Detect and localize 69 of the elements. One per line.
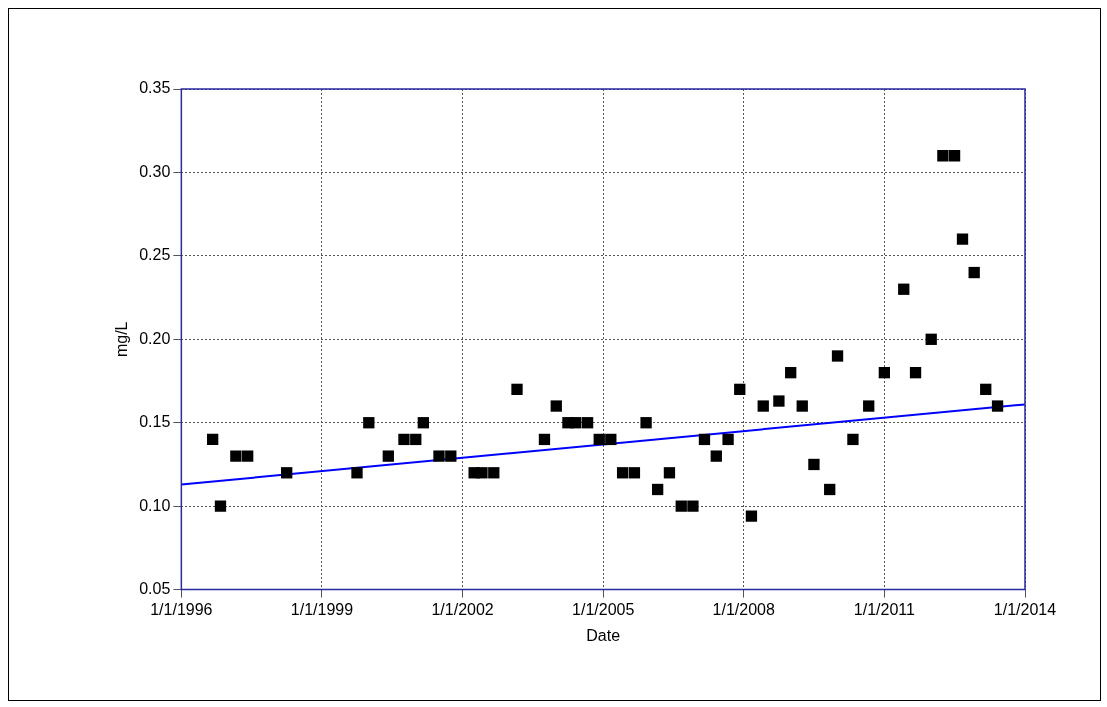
point xyxy=(550,400,562,412)
point xyxy=(640,417,652,429)
point xyxy=(734,383,746,396)
point xyxy=(968,266,980,279)
point xyxy=(878,367,891,379)
point xyxy=(948,150,961,162)
point xyxy=(476,467,488,479)
x-tick-label: 1/1/2005 xyxy=(572,600,635,618)
point xyxy=(796,400,808,412)
point xyxy=(745,510,758,522)
point xyxy=(206,433,219,446)
x-tick-label: 1/1/1999 xyxy=(290,600,354,618)
point xyxy=(651,483,664,496)
point xyxy=(433,450,445,462)
point xyxy=(230,450,242,462)
point xyxy=(785,367,797,379)
point xyxy=(898,283,910,295)
point xyxy=(909,367,922,379)
point xyxy=(808,458,820,471)
point xyxy=(698,433,711,446)
point xyxy=(663,467,676,479)
y-tick-label: 0.30 xyxy=(139,162,171,180)
point xyxy=(628,467,641,479)
x-tick-label: 1/1/2014 xyxy=(993,600,1057,618)
point xyxy=(593,433,605,446)
point xyxy=(824,483,836,496)
point xyxy=(687,500,699,512)
point xyxy=(351,467,363,479)
point xyxy=(488,467,500,479)
point xyxy=(242,450,254,462)
point xyxy=(511,383,523,396)
y-tick-label: 0.10 xyxy=(139,496,171,514)
point xyxy=(722,433,734,446)
y-tick-label: 0.25 xyxy=(139,246,171,264)
x-tick-label: 1/1/1996 xyxy=(150,600,213,618)
y-tick-label: 0.35 xyxy=(139,79,171,97)
point xyxy=(538,433,551,446)
point xyxy=(831,350,844,362)
x-tick-label: 1/1/2011 xyxy=(853,600,916,618)
point xyxy=(710,450,722,462)
point xyxy=(605,433,617,446)
point xyxy=(757,400,769,412)
point xyxy=(616,467,629,479)
point xyxy=(570,417,582,429)
x-axis-title: Date xyxy=(586,626,621,644)
point xyxy=(980,383,992,396)
point xyxy=(382,450,394,462)
point xyxy=(363,417,375,429)
point xyxy=(410,433,422,446)
x-tick-label: 1/1/2002 xyxy=(431,600,494,618)
point xyxy=(863,400,875,412)
point xyxy=(417,417,429,429)
point xyxy=(937,150,949,162)
point xyxy=(281,467,293,479)
point xyxy=(925,333,937,345)
x-tick-label: 1/1/2008 xyxy=(712,600,775,618)
point xyxy=(214,500,227,512)
point xyxy=(773,395,785,407)
point xyxy=(847,433,859,446)
point xyxy=(398,433,410,446)
y-tick-label: 0.05 xyxy=(139,580,171,598)
point xyxy=(675,500,687,512)
point xyxy=(581,417,594,429)
y-tick-label: 0.15 xyxy=(139,413,171,431)
point xyxy=(956,233,969,245)
y-tick-label: 0.20 xyxy=(139,329,171,347)
y-axis-title: mg/L xyxy=(113,321,131,358)
point xyxy=(445,450,457,462)
point xyxy=(991,400,1004,412)
